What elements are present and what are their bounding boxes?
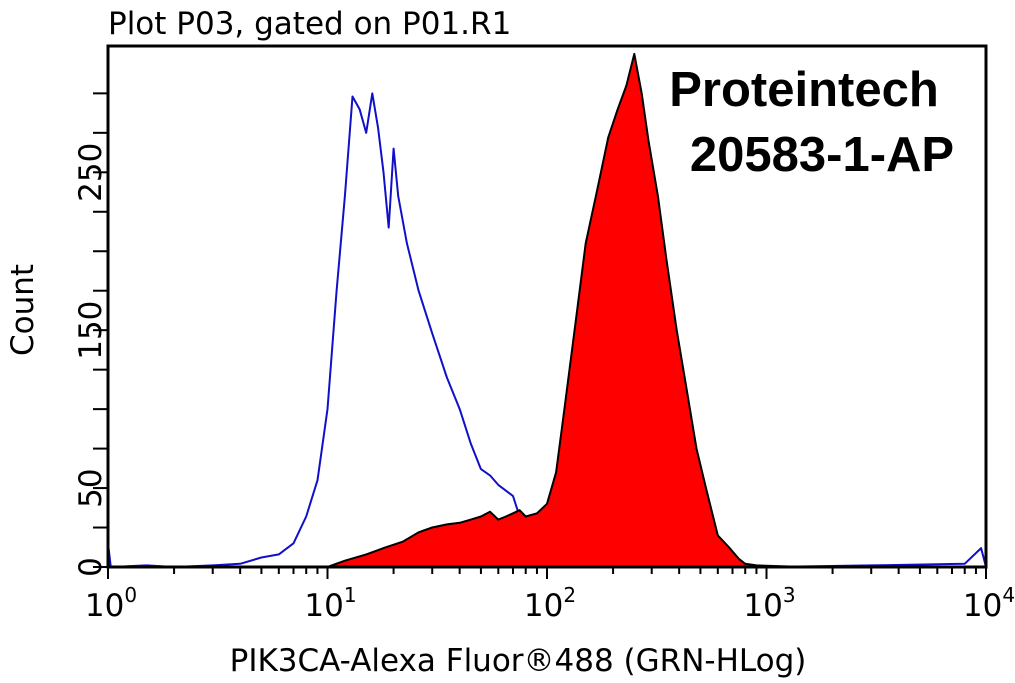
x-tick-exponent: 2 <box>563 583 576 607</box>
catalog-number: 20583-1-AP <box>690 128 954 182</box>
x-tick-label: 100 <box>85 583 137 624</box>
y-tick-label: 50 <box>73 468 109 507</box>
y-axis-ticks: 0 50 150 250 <box>73 92 109 577</box>
x-tick-exponent: 1 <box>344 583 357 607</box>
brand-name: Proteintech <box>669 63 939 117</box>
y-tick-label: 250 <box>73 143 109 202</box>
x-tick-label: 104 <box>963 583 1015 624</box>
x-tick-label: 101 <box>304 583 356 624</box>
x-axis-title: PIK3CA-Alexa Fluor®488 (GRN-HLog) <box>230 643 807 679</box>
x-tick-exponent: 3 <box>783 583 796 607</box>
x-tick-label: 103 <box>743 583 795 624</box>
y-tick-label: 0 <box>73 557 109 577</box>
plot-frame <box>106 44 988 569</box>
y-tick-label: 150 <box>73 301 109 360</box>
histogram-filled-series <box>326 52 807 568</box>
chart-title: Plot P03, gated on P01.R1 <box>108 6 511 42</box>
y-axis-title: Count <box>5 264 41 356</box>
x-tick-exponent: 4 <box>1002 583 1015 607</box>
x-tick-exponent: 0 <box>124 583 137 607</box>
x-tick-label: 102 <box>524 583 576 624</box>
x-axis-ticks: 100 101 102 103 104 <box>85 567 1015 624</box>
series-layer <box>107 52 987 568</box>
